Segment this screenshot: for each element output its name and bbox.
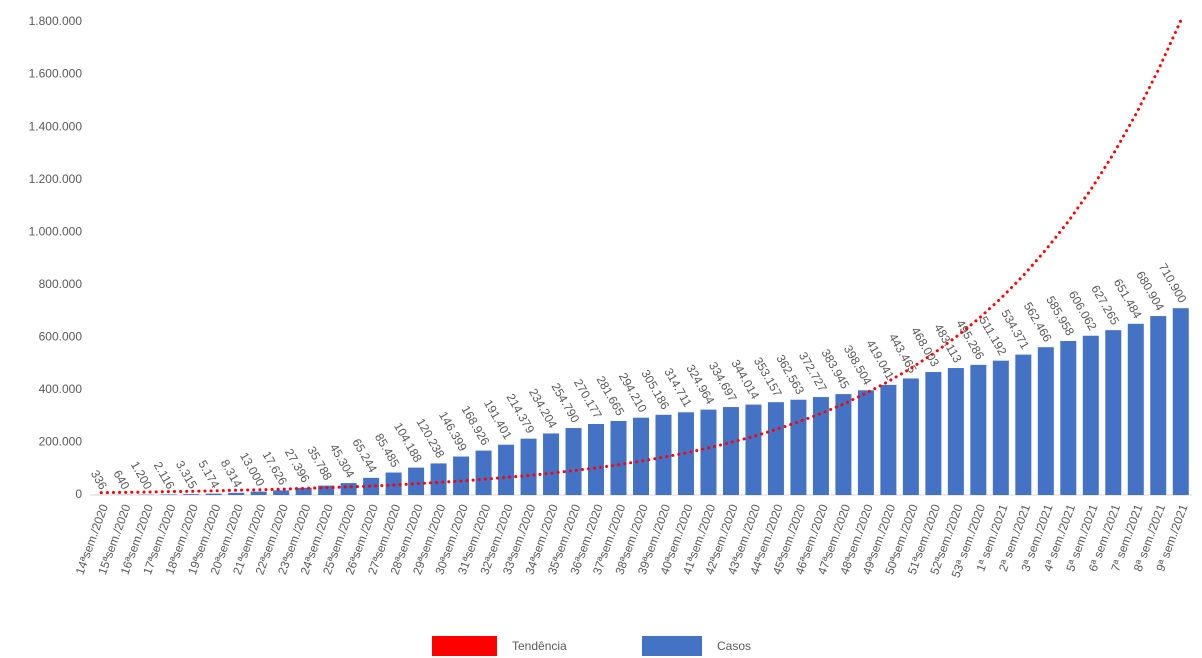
bar	[655, 414, 672, 495]
legend-swatch	[432, 636, 497, 656]
y-tick-label: 200.000	[39, 435, 83, 449]
bar	[767, 402, 784, 495]
bar	[722, 407, 739, 495]
bar	[453, 456, 470, 495]
bar	[947, 368, 964, 495]
y-tick-label: 1.800.000	[29, 14, 83, 28]
bar	[183, 494, 200, 495]
bar	[1150, 316, 1167, 495]
bar	[970, 364, 987, 495]
value-label: 1.200	[128, 459, 155, 492]
bar	[1082, 335, 1099, 495]
bar	[790, 399, 807, 495]
bar	[1060, 341, 1077, 495]
bar	[992, 360, 1009, 495]
bar	[1105, 330, 1122, 495]
y-tick-label: 600.000	[39, 330, 83, 344]
bar	[498, 444, 515, 495]
bar	[1127, 323, 1144, 495]
legend-swatch	[642, 636, 702, 656]
y-tick-label: 1.200.000	[29, 172, 83, 186]
bar	[902, 378, 919, 495]
bar	[925, 372, 942, 495]
bar	[835, 394, 852, 495]
y-tick-label: 1.000.000	[29, 224, 83, 238]
bar	[745, 404, 762, 495]
y-tick-label: 800.000	[39, 277, 83, 291]
bar	[1172, 308, 1189, 495]
bar	[318, 485, 335, 495]
bar	[588, 424, 605, 495]
value-label: 640	[110, 468, 132, 493]
bar	[543, 433, 560, 495]
bar	[700, 409, 717, 495]
bar	[1015, 354, 1032, 495]
value-label: 336	[88, 468, 110, 493]
y-tick-label: 400.000	[39, 382, 83, 396]
bar	[520, 438, 537, 495]
bar	[228, 492, 245, 495]
bar	[610, 420, 627, 495]
bar	[812, 397, 829, 495]
y-tick-label: 1.400.000	[29, 119, 83, 133]
bar	[430, 463, 447, 495]
y-tick-label: 1.600.000	[29, 67, 83, 81]
bar	[857, 390, 874, 495]
bar	[565, 428, 582, 495]
bar	[250, 491, 267, 495]
bar	[295, 487, 312, 495]
bar	[160, 494, 177, 495]
bar	[205, 493, 222, 495]
legend-label: Casos	[717, 639, 751, 653]
bar	[880, 384, 897, 495]
legend-label: Tendência	[512, 639, 567, 653]
bar	[1037, 347, 1054, 495]
bar	[633, 417, 649, 495]
bar	[273, 490, 290, 495]
bar	[408, 467, 425, 495]
bar	[475, 450, 492, 495]
bar	[340, 483, 357, 495]
y-tick-label: 0	[75, 487, 82, 501]
